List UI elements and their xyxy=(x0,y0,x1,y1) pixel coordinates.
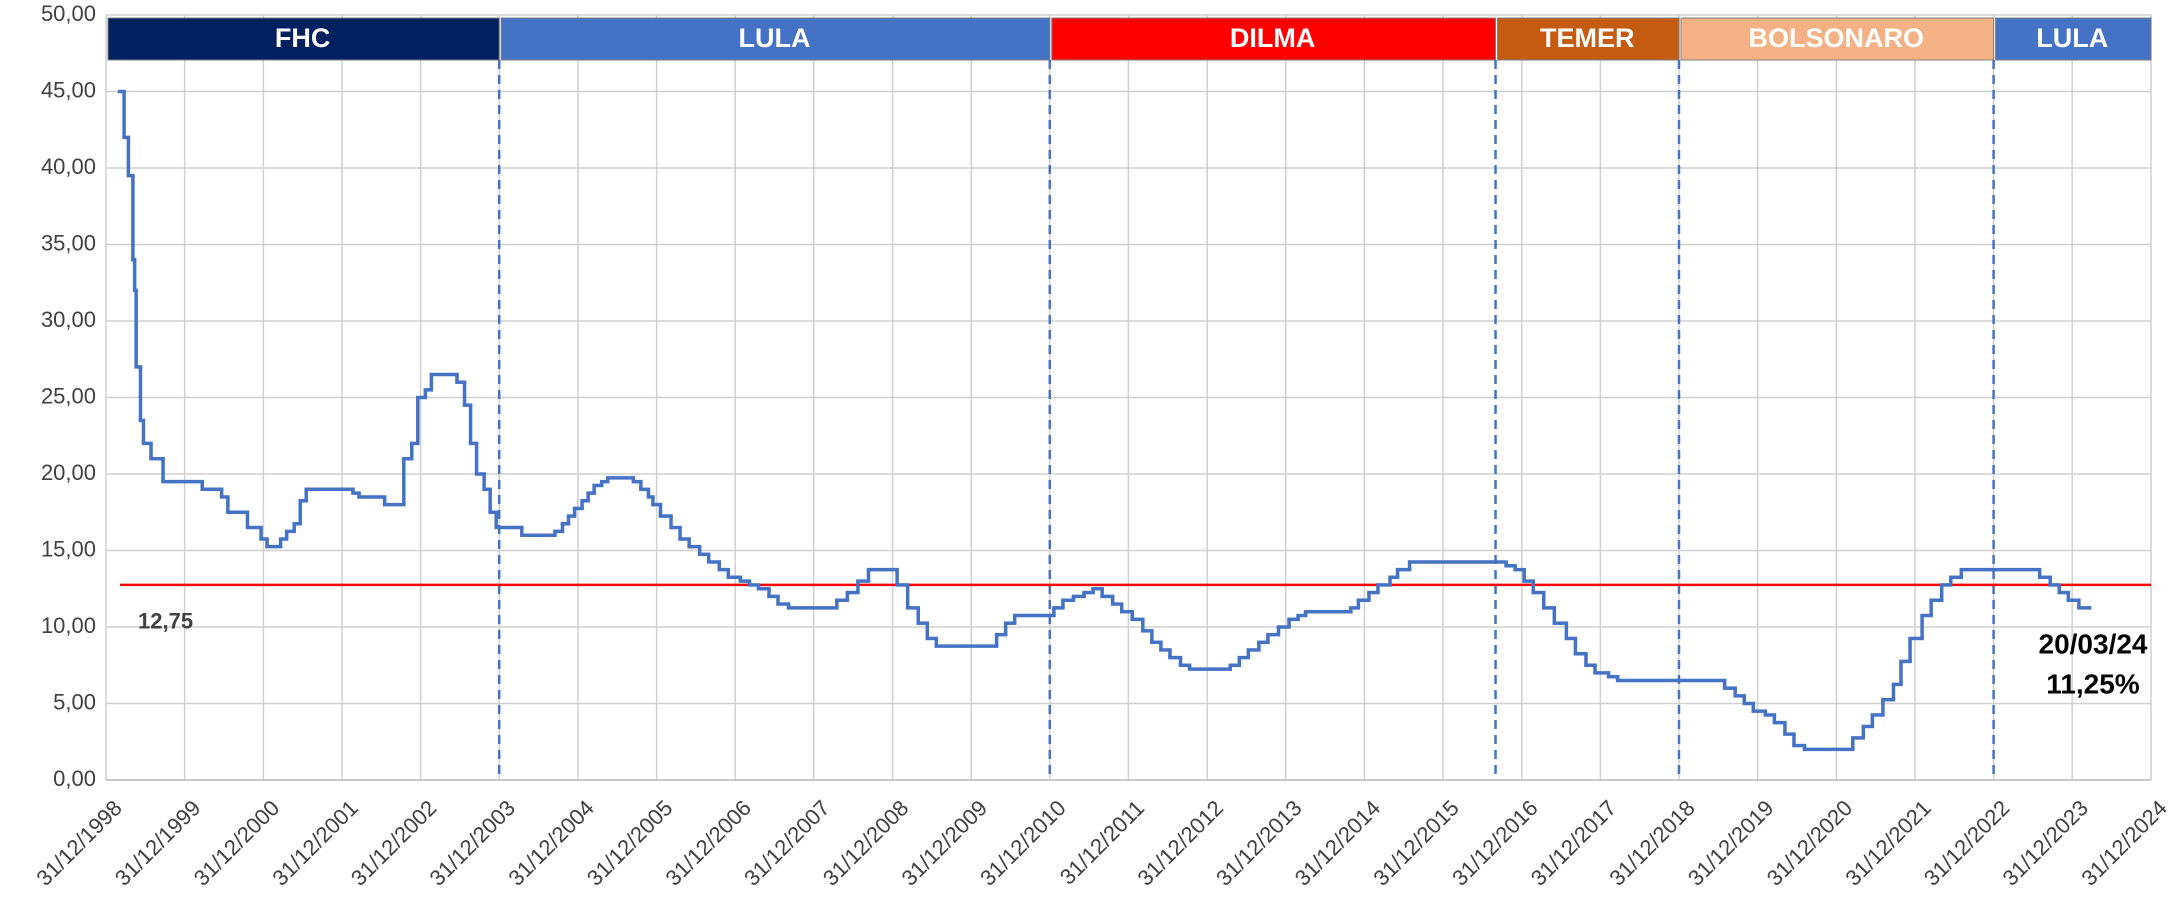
y-tick-label: 0,00 xyxy=(53,766,96,791)
x-tick-label: 31/12/2010 xyxy=(975,795,1071,891)
annotation: 11,25% xyxy=(2046,668,2140,699)
y-tick-label: 50,00 xyxy=(41,1,96,26)
period-bar xyxy=(500,17,1051,61)
period-label: LULA xyxy=(2036,23,2108,53)
period-label: LULA xyxy=(739,23,811,53)
y-tick-label: 5,00 xyxy=(53,689,96,714)
y-tick-label: 20,00 xyxy=(41,460,96,485)
period-label: TEMER xyxy=(1540,23,1635,53)
period-bar xyxy=(107,17,500,61)
reference-label: 12,75 xyxy=(138,609,193,634)
period-label: DILMA xyxy=(1230,23,1315,53)
y-tick-label: 15,00 xyxy=(41,536,96,561)
period-bar xyxy=(1051,17,1497,61)
y-tick-label: 30,00 xyxy=(41,307,96,332)
period-label: FHC xyxy=(275,23,331,53)
y-tick-label: 45,00 xyxy=(41,77,96,102)
period-bar xyxy=(1995,17,2152,61)
y-tick-label: 25,00 xyxy=(41,383,96,408)
y-tick-label: 35,00 xyxy=(41,230,96,255)
period-bar xyxy=(1680,17,1995,61)
y-tick-label: 10,00 xyxy=(41,613,96,638)
annotation: 20/03/24 xyxy=(2039,628,2148,659)
y-tick-label: 40,00 xyxy=(41,154,96,179)
period-bar xyxy=(1497,17,1680,61)
x-tick-label: 31/12/2024 xyxy=(2076,795,2172,891)
period-label: BOLSONARO xyxy=(1749,23,1925,53)
